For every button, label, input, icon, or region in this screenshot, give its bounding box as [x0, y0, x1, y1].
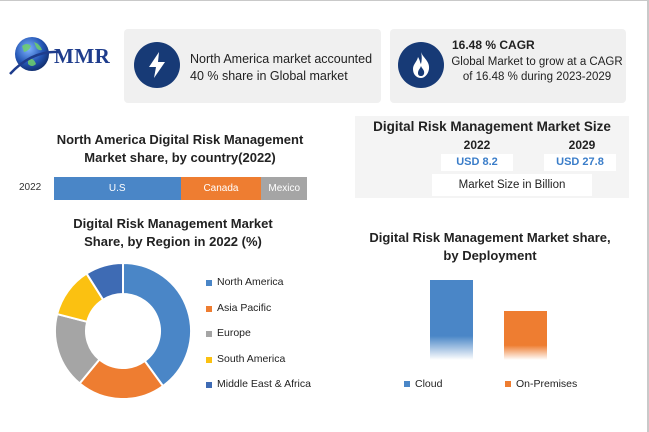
country-stacked-bar: U.S Canada Mexico: [54, 177, 307, 200]
legend-swatch: [206, 356, 212, 363]
bar-segment-us: U.S: [54, 177, 181, 200]
legend-swatch: [505, 381, 511, 387]
bar-on-premises: [504, 311, 547, 360]
logo-text: MMR: [54, 44, 111, 68]
donut-slice-middle-east-africa: [85, 261, 124, 302]
legend-item-south-america: South America: [206, 353, 311, 379]
cagr-title: 16.48 % CAGR: [452, 38, 535, 52]
legend-swatch: [206, 331, 212, 337]
cagr-text: Global Market to grow at a CAGR of 16.48…: [451, 56, 623, 83]
legend-item-asia-pacific: Asia Pacific: [206, 302, 311, 328]
market-size-title: Digital Risk Management Market Size: [373, 119, 611, 134]
legend-item-on-premises: On-Premises: [505, 378, 577, 390]
legend-item-europe: Europe: [206, 327, 311, 353]
market-size-value-2029: USD 27.8: [544, 154, 616, 171]
legend-label: South America: [217, 352, 286, 365]
legend-item-middle-east-africa: Middle East & Africa: [206, 378, 311, 404]
legend-swatch: [206, 280, 212, 286]
market-size-year-2022: 2022: [463, 138, 491, 152]
country-chart-title: North America Digital Risk Management Ma…: [56, 132, 304, 165]
donut-slice-north-america: [122, 261, 192, 388]
legend-label: On-Premises: [516, 378, 578, 390]
deployment-chart-title: Digital Risk Management Market share, by…: [369, 230, 611, 263]
flame-icon: [398, 42, 444, 88]
country-chart-year-label: 2022: [19, 182, 42, 193]
legend-label: North America: [217, 276, 284, 288]
market-size-year-2029: 2029: [568, 138, 596, 152]
bar-segment-mexico: Mexico: [261, 177, 307, 200]
market-size-panel: Digital Risk Management Market Size 2022…: [355, 116, 629, 198]
north-america-share-card: North America market accounted 40 % shar…: [124, 29, 381, 103]
bar-segment-canada: Canada: [180, 177, 262, 200]
north-america-share-text: North America market accounted 40 % shar…: [190, 52, 373, 83]
region-legend: North America Asia Pacific Europe South …: [206, 276, 311, 404]
legend-label: Middle East & Africa: [217, 378, 311, 390]
legend-label: Asia Pacific: [217, 301, 272, 314]
legend-label: Europe: [217, 327, 251, 339]
legend-swatch: [404, 381, 410, 387]
region-donut-chart: [54, 261, 192, 400]
market-size-value-2022: USD 8.2: [441, 154, 513, 171]
globe-icon: [9, 37, 61, 75]
legend-item-cloud: Cloud: [404, 378, 442, 390]
legend-item-north-america: North America: [206, 276, 311, 302]
legend-swatch: [206, 382, 212, 388]
market-size-unit-label: Market Size in Billion: [432, 174, 592, 196]
bar-cloud: [430, 280, 473, 360]
legend-label: Cloud: [415, 378, 443, 390]
cagr-card: 16.48 % CAGR Global Market to grow at a …: [390, 29, 626, 103]
mmr-logo: MMR: [6, 30, 118, 86]
lightning-bolt-icon: [134, 42, 180, 88]
legend-swatch: [206, 305, 212, 312]
region-chart-title: Digital Risk Management Market Share, by…: [73, 216, 273, 249]
